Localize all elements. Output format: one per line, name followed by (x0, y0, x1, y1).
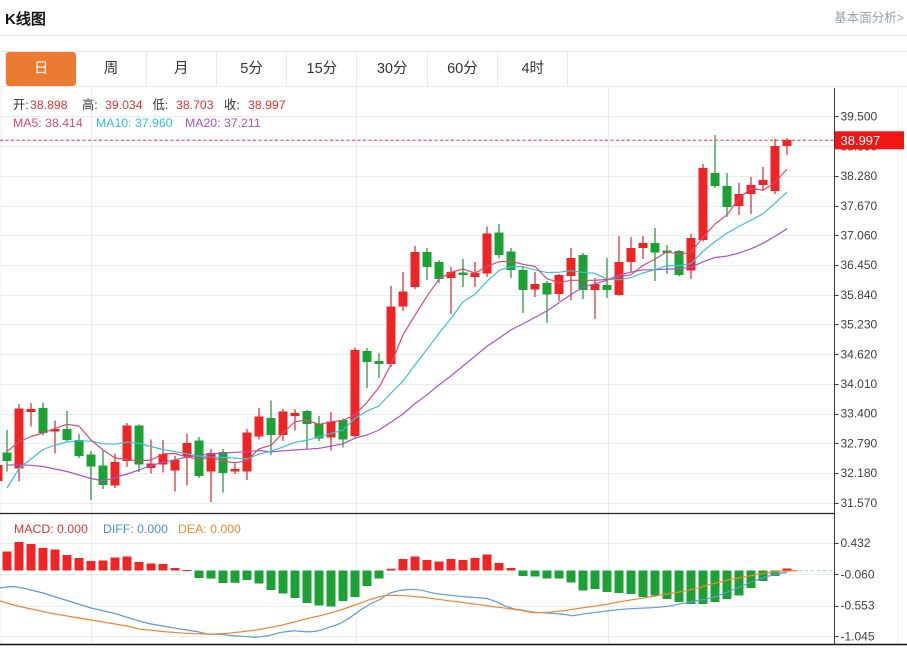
svg-text:-0.060: -0.060 (841, 567, 875, 581)
svg-text:MA10: 37.960: MA10: 37.960 (96, 116, 173, 130)
svg-text:低:: 低: (153, 98, 169, 112)
svg-text:34.620: 34.620 (841, 347, 878, 361)
svg-text:38.997: 38.997 (248, 98, 286, 112)
svg-text:-1.045: -1.045 (841, 630, 875, 644)
svg-text:开:: 开: (13, 98, 29, 112)
svg-text:MA5: 38.414: MA5: 38.414 (13, 116, 83, 130)
svg-text:37.060: 37.060 (841, 229, 878, 243)
svg-text:0.432: 0.432 (841, 536, 871, 550)
svg-text:39.034: 39.034 (105, 98, 143, 112)
svg-text:高:: 高: (82, 97, 98, 112)
svg-text:38.997: 38.997 (841, 133, 881, 148)
svg-text:38.703: 38.703 (176, 98, 214, 112)
svg-text:38.280: 38.280 (841, 169, 878, 183)
svg-text:MA20: 37.211: MA20: 37.211 (185, 116, 261, 130)
svg-text:32.790: 32.790 (841, 436, 878, 450)
svg-text:DEA: 0.000: DEA: 0.000 (178, 522, 241, 536)
svg-text:35.840: 35.840 (841, 288, 878, 302)
svg-text:32.180: 32.180 (841, 466, 878, 480)
svg-text:31.570: 31.570 (841, 496, 878, 510)
svg-text:34.010: 34.010 (841, 377, 878, 391)
svg-text:MACD: 0.000: MACD: 0.000 (14, 522, 88, 536)
svg-text:DIFF: 0.000: DIFF: 0.000 (103, 522, 168, 536)
svg-text:39.500: 39.500 (841, 110, 878, 124)
svg-text:37.670: 37.670 (841, 199, 878, 213)
svg-text:38.898: 38.898 (30, 98, 68, 112)
svg-text:-0.553: -0.553 (841, 599, 875, 613)
svg-text:36.450: 36.450 (841, 258, 878, 272)
svg-text:35.230: 35.230 (841, 318, 878, 332)
svg-text:收:: 收: (224, 98, 240, 112)
svg-text:33.400: 33.400 (841, 407, 878, 421)
